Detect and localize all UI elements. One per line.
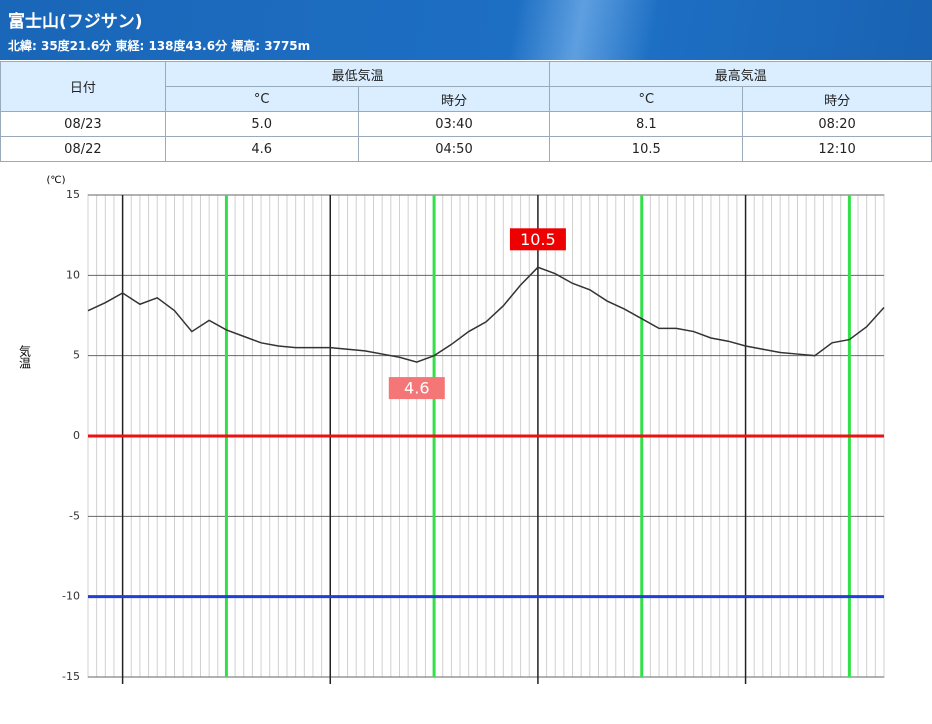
subheader-cell: 時分 (742, 86, 932, 112)
cell: 4.6 (164, 136, 359, 162)
annotation-box (509, 228, 566, 251)
subheader-cell: 時分 (357, 86, 551, 112)
y-unit: (℃) (46, 175, 65, 186)
y-tick-label: 0 (73, 429, 80, 442)
subheader-row: °C 時分 °C 時分 (1, 86, 932, 112)
row: 08/22 4.6 04:50 10.5 12:10 (0, 136, 932, 162)
header-cell: 最低気温 (164, 61, 551, 87)
subheader-cell: °C (549, 86, 744, 112)
subheader-cell: °C (164, 86, 359, 112)
temperature-line (87, 266, 885, 363)
header-cell: 最高気温 (549, 61, 932, 87)
y-tick-label: 10 (66, 268, 80, 281)
cell: 03:40 (357, 111, 551, 137)
annotation-label: 10.5 (520, 230, 556, 249)
cell: 12:10 (742, 136, 932, 162)
summary-table: 日付 最低気温 最高気温 °C 時分 °C 時分 08/23 5.0 03:40 8.… (0, 61, 932, 162)
annotation-label: 4.6 (404, 379, 429, 398)
y-tick-label: 5 (73, 349, 80, 362)
chart: (℃) 気温 -15 -10 -5 0 5 10 15 10.5 4.6 (18, 175, 885, 684)
cell: 08:20 (742, 111, 932, 137)
y-tick-label: -15 (62, 670, 80, 683)
header: 富士山(フジサン) 北緯: 35度21.6分 東経: 138度43.6分 標高:… (0, 0, 932, 60)
station-info: 北緯: 35度21.6分 東経: 138度43.6分 標高: 3775m (8, 39, 311, 53)
y-tick-label: -10 (62, 590, 80, 603)
station-title: 富士山(フジサン) (8, 12, 143, 32)
y-tick-label: 15 (66, 188, 80, 201)
cell: 08/23 (0, 111, 166, 137)
cell: 08/22 (0, 136, 166, 162)
header-row: 日付 最低気温 最高気温 (0, 61, 932, 112)
y-tick-label: -5 (69, 509, 80, 522)
cell: 8.1 (549, 111, 744, 137)
cell: 5.0 (164, 111, 359, 137)
header-cell: 日付 (0, 61, 166, 112)
annotation-box (388, 377, 445, 400)
row: 08/23 5.0 03:40 8.1 08:20 (0, 111, 932, 137)
cell: 10.5 (549, 136, 744, 162)
y-axis-label: 気温 (18, 344, 32, 369)
cell: 04:50 (357, 136, 551, 162)
